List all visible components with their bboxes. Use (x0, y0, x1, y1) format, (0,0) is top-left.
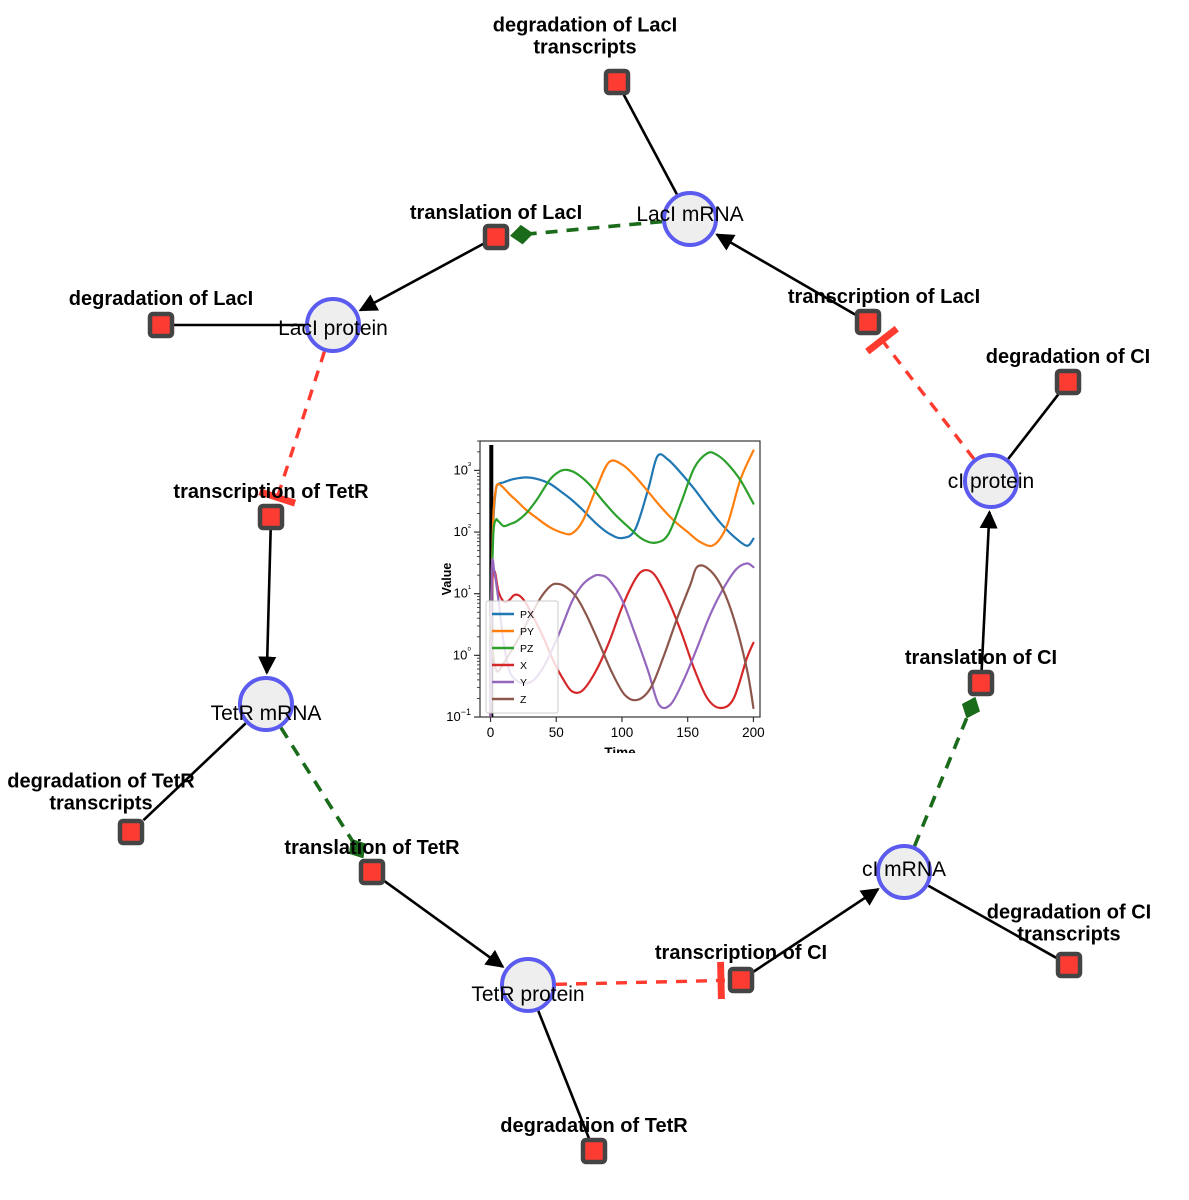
x-tick-label: 150 (676, 725, 699, 740)
chart-legend: PX PY PZ XYZ (485, 600, 559, 714)
edge-plain (383, 880, 505, 968)
series-line-PX (489, 453, 755, 638)
reaction-node-transcription_cI[interactable] (727, 966, 755, 994)
reaction-node-deg_cI_transcripts[interactable] (1055, 951, 1083, 979)
edge-plain (927, 884, 1057, 959)
edge-plain (622, 94, 678, 195)
species-node-cI_protein[interactable] (963, 453, 1019, 509)
species-node-tetR_mrna[interactable] (238, 676, 294, 732)
edge-catalysis (279, 726, 366, 859)
legend-label-PX: PX (520, 609, 534, 621)
reaction-node-translation_lacI[interactable] (482, 223, 510, 251)
legend-label-X: X (520, 660, 527, 672)
reaction-node-deg_cI[interactable] (1054, 368, 1082, 396)
reaction-node-deg_lacI[interactable] (147, 311, 175, 339)
legend-label-PY: PY (520, 626, 534, 638)
reaction-node-translation_tetR[interactable] (358, 858, 386, 886)
edge-catalysis (510, 219, 663, 245)
series-line-PZ (489, 451, 755, 638)
y-axis-label: Value (440, 563, 454, 596)
edge-inhibition (555, 961, 726, 1000)
x-tick-label: 200 (742, 725, 765, 740)
legend-label-Z: Z (520, 694, 527, 706)
edge-plain (142, 722, 247, 822)
x-tick-label: 50 (549, 725, 564, 740)
x-tick-label: 100 (611, 725, 634, 740)
y-tick-exponent: ⁰ (467, 645, 471, 655)
legend-label-Y: Y (520, 677, 527, 689)
y-tick-label: 10⁰ (453, 645, 471, 662)
edge-inhibition (258, 351, 327, 507)
reaction-node-translation_cI[interactable] (967, 669, 995, 697)
species-node-lacI_mrna[interactable] (662, 191, 718, 247)
y-tick-label: 10³ (454, 460, 471, 477)
reaction-node-transcription_tetR[interactable] (257, 503, 285, 531)
edge-plain (752, 888, 880, 973)
y-tick-exponent: ³ (468, 460, 471, 470)
x-tick-label: 0 (487, 725, 495, 740)
y-tick-label: 10¹ (454, 584, 471, 601)
edge-plain (358, 242, 484, 312)
node-layer (117, 68, 1083, 1165)
legend-label-PZ: PZ (520, 643, 534, 655)
reaction-node-transcription_lacI[interactable] (854, 308, 882, 336)
series-line-PY (489, 449, 755, 638)
edge-plain (258, 529, 277, 675)
species-node-tetR_protein[interactable] (500, 957, 556, 1013)
reaction-node-deg_tetR_transcripts[interactable] (117, 818, 145, 846)
reaction-node-deg_lacI_transcripts[interactable] (603, 68, 631, 96)
y-tick-exponent: ² (468, 522, 471, 532)
edge-plain (1007, 393, 1060, 460)
y-tick-label: 10−1 (446, 707, 471, 724)
y-tick-label: 10² (454, 522, 471, 539)
edge-catalysis (912, 696, 980, 847)
species-node-cI_mrna[interactable] (876, 844, 932, 900)
x-axis-label: Time (604, 745, 636, 753)
legend-box (485, 600, 559, 714)
y-tick-exponent: ¹ (468, 584, 471, 594)
timecourse-inset-chart: 10−1 10⁰ 10¹ 10² 10³ 0 50 100 150 200 Time Value PX P… (440, 433, 770, 753)
species-node-lacI_protein[interactable] (305, 297, 361, 353)
edge-plain (979, 510, 998, 671)
edge-plain (537, 1010, 591, 1139)
reaction-node-deg_tetR[interactable] (580, 1137, 608, 1165)
edge-layer (142, 94, 1060, 1139)
edge-plain (715, 233, 856, 316)
y-tick-exponent: −1 (461, 707, 471, 717)
edge-inhibition (865, 325, 976, 460)
